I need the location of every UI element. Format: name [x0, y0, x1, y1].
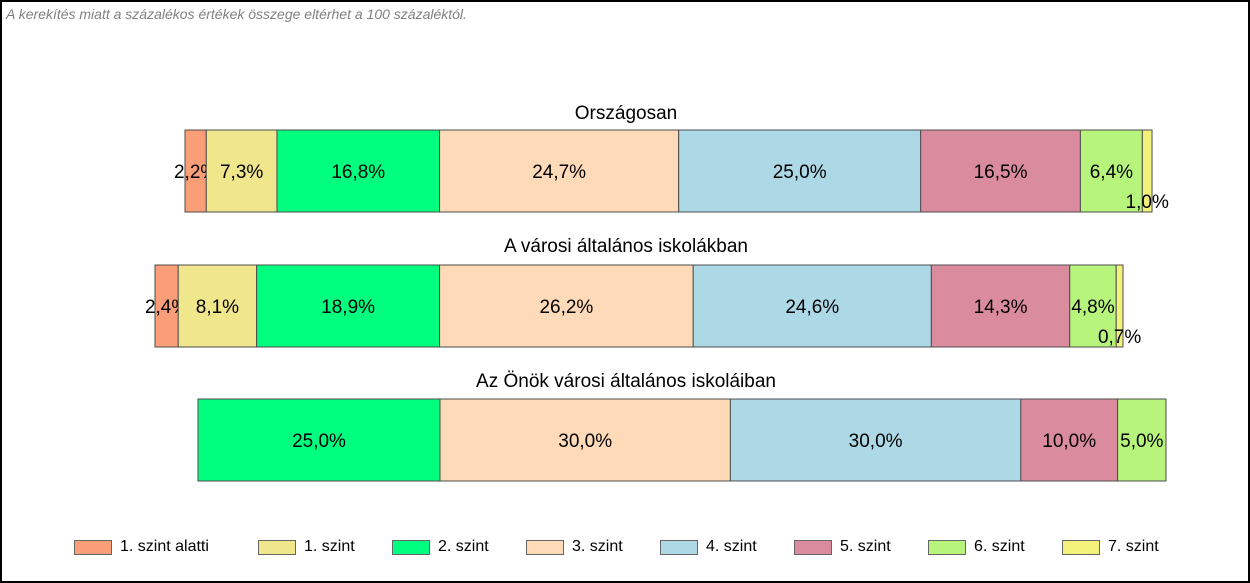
legend-item-0: 1. szint alatti: [74, 538, 258, 556]
bar-segment-1-7: [1115, 264, 1124, 348]
legend-label-6: 6. szint: [974, 538, 1025, 555]
bar-segment-2-4: [729, 398, 1022, 482]
bar-segment-0-5: [920, 129, 1081, 213]
bar-segment-2-2: [197, 398, 441, 482]
legend-item-6: 6. szint: [928, 538, 1062, 556]
bar-segment-0-7: [1141, 129, 1153, 213]
legend-label-2: 2. szint: [438, 538, 489, 555]
legend-label-4: 4. szint: [706, 538, 757, 555]
legend-swatch-3: [526, 539, 564, 555]
bar-segment-0-1: [205, 129, 278, 213]
bar-segment-1-1: [177, 264, 258, 348]
data-label-1-5: 14,3%: [974, 297, 1028, 318]
legend-swatch-4: [660, 539, 698, 555]
data-label-2-3: 30,0%: [558, 431, 612, 452]
bar-segment-2-3: [439, 398, 731, 482]
data-label-2-2: 25,0%: [292, 431, 346, 452]
bar-segment-2-6: [1117, 398, 1167, 482]
legend-item-5: 5. szint: [794, 538, 928, 556]
legend-item-4: 4. szint: [660, 538, 794, 556]
legend-item-7: 7. szint: [1062, 538, 1182, 556]
data-label-2-6: 5,0%: [1120, 431, 1163, 452]
legend-item-2: 2. szint: [392, 538, 526, 556]
bar-segment-2-5: [1020, 398, 1119, 482]
data-label-1-3: 26,2%: [539, 297, 593, 318]
legend-swatch-7: [1062, 539, 1100, 555]
bar-segment-1-4: [692, 264, 932, 348]
legend-item-3: 3. szint: [526, 538, 660, 556]
bar-segment-0-3: [439, 129, 680, 213]
group-title-2: Az Önök városi általános iskoláiban: [476, 371, 776, 392]
data-label-1-0: 2,4%: [145, 297, 188, 318]
data-label-1-2: 18,9%: [321, 297, 375, 318]
bar-segment-1-3: [439, 264, 694, 348]
legend-label-7: 7. szint: [1108, 538, 1159, 555]
rounding-note: A kerekítés miatt a százalékos értékek ö…: [6, 6, 467, 22]
data-label-0-1: 7,3%: [220, 162, 263, 183]
legend: 1. szint alatti 1. szint 2. szint 3. szint 4…: [74, 538, 1182, 556]
legend-swatch-1: [258, 539, 296, 555]
data-label-0-4: 25,0%: [773, 162, 827, 183]
bar-segment-0-2: [276, 129, 441, 213]
legend-item-1: 1. szint: [258, 538, 392, 556]
legend-label-3: 3. szint: [572, 538, 623, 555]
legend-swatch-2: [392, 539, 430, 555]
legend-swatch-5: [794, 539, 832, 555]
legend-label-0: 1. szint alatti: [120, 538, 209, 555]
data-label-0-2: 16,8%: [331, 162, 385, 183]
data-label-2-5: 10,0%: [1042, 431, 1096, 452]
group-title-1: A városi általános iskolákban: [504, 236, 748, 257]
data-label-2-4: 30,0%: [849, 431, 903, 452]
bar-segment-1-2: [256, 264, 441, 348]
data-label-1-6: 4,8%: [1071, 297, 1114, 318]
legend-swatch-0: [74, 539, 112, 555]
legend-label-5: 5. szint: [840, 538, 891, 555]
data-label-0-7: 1,0%: [1126, 192, 1169, 213]
data-label-1-4: 24,6%: [785, 297, 839, 318]
bar-segment-1-5: [930, 264, 1071, 348]
bar-segment-0-6: [1079, 129, 1143, 213]
bar-segment-1-6: [1069, 264, 1117, 348]
data-label-0-3: 24,7%: [532, 162, 586, 183]
legend-swatch-6: [928, 539, 966, 555]
data-label-1-1: 8,1%: [196, 297, 239, 318]
data-label-1-7: 0,7%: [1098, 327, 1141, 348]
data-label-0-5: 16,5%: [974, 162, 1028, 183]
legend-label-1: 1. szint: [304, 538, 355, 555]
data-label-0-6: 6,4%: [1090, 162, 1133, 183]
group-title-0: Országosan: [575, 103, 677, 124]
